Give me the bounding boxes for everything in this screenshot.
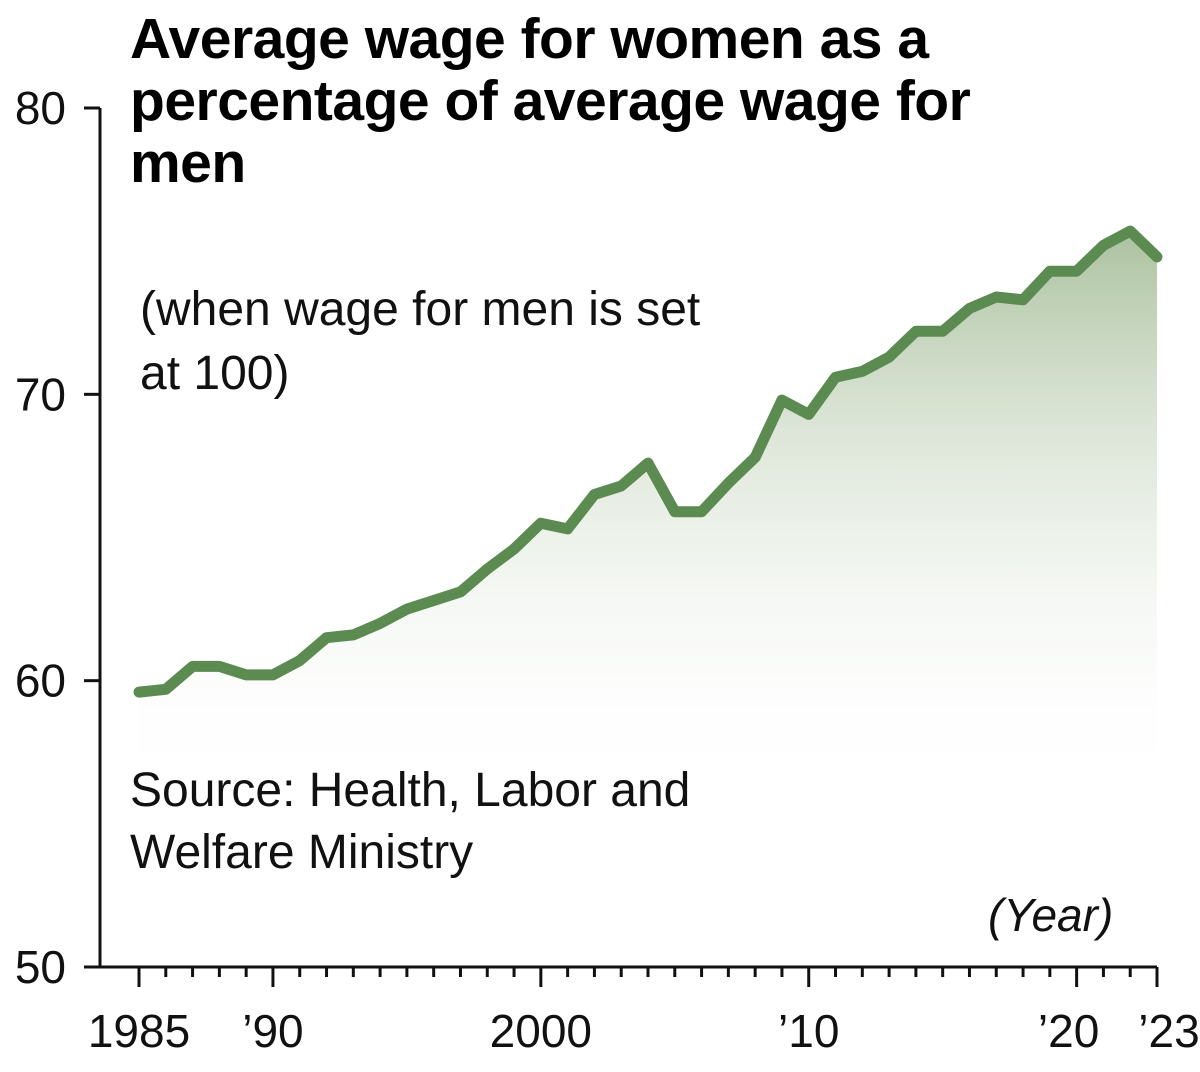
y-tick-label: 60 — [15, 655, 66, 707]
y-tick-label: 80 — [15, 82, 66, 134]
y-tick-label: 50 — [15, 941, 66, 993]
x-axis-label: (Year) — [988, 889, 1114, 941]
x-tick-label: 2000 — [490, 1005, 592, 1057]
x-axis: 1985 ’90 2000 ’10 ’20 ’23 — [88, 965, 1200, 1057]
source-note: Source: Health, Labor and Welfare Minist… — [130, 764, 691, 879]
x-tick-label: 1985 — [88, 1005, 190, 1057]
chart-title: Average wage for women as a percentage o… — [130, 7, 971, 195]
x-tick-label: ’20 — [1038, 1005, 1099, 1057]
x-tick-label: ’90 — [242, 1005, 303, 1057]
y-tick-label: 70 — [15, 368, 66, 420]
x-tick-label: ’10 — [778, 1005, 839, 1057]
area-fill — [139, 231, 1157, 861]
x-tick-label: ’23 — [1138, 1005, 1199, 1057]
chart-subtitle: (when wage for men is set at 100) — [140, 283, 701, 400]
y-axis: 50 60 70 80 — [15, 82, 102, 993]
